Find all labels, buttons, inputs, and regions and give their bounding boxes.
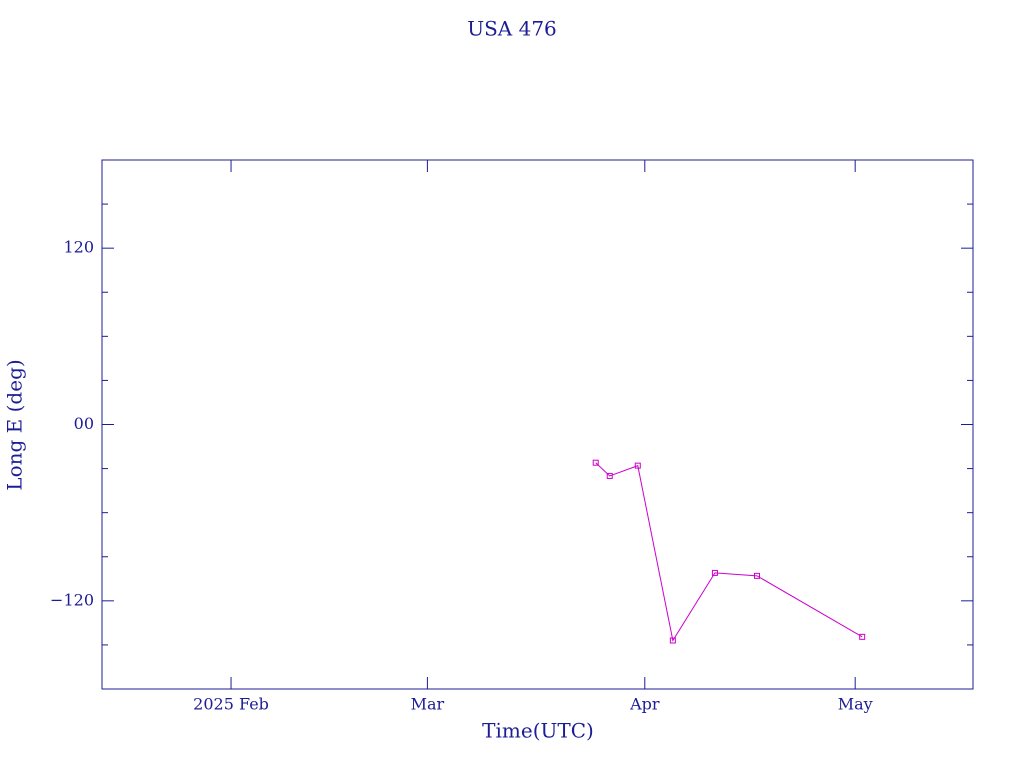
point (859, 633, 866, 640)
series-line (595, 462, 863, 642)
point (592, 459, 599, 466)
point (669, 637, 676, 644)
chart-title: USA 476 (467, 17, 557, 41)
point (711, 569, 718, 576)
point (606, 472, 613, 479)
x-axis-label: Time(UTC) (482, 719, 594, 743)
y-axis-label: Long E (deg) (3, 359, 27, 490)
x-tick-label: Apr (629, 695, 660, 714)
point (634, 462, 641, 469)
x-tick-label: 2025 Feb (193, 695, 269, 714)
plot-frame (101, 159, 974, 690)
y-tick-label: 00 (74, 414, 94, 433)
y-tick-label: −120 (50, 590, 94, 609)
y-tick-label: 120 (63, 238, 94, 257)
x-tick-label: May (838, 695, 873, 714)
point (754, 572, 761, 579)
x-tick-label: Mar (411, 695, 445, 714)
